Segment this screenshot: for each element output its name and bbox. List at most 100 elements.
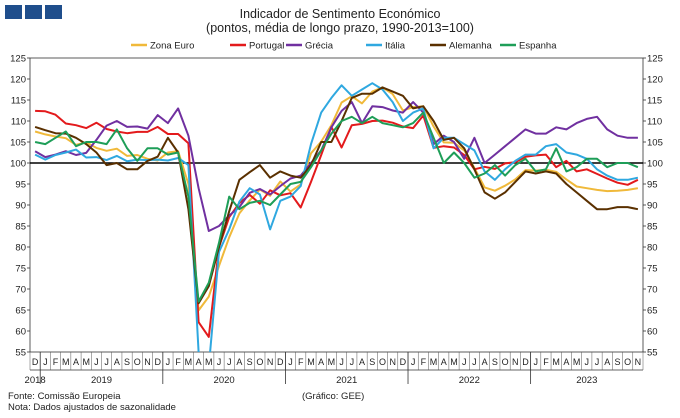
- y-tick-right-55: 55: [647, 348, 658, 359]
- logo-square-3: [45, 5, 62, 19]
- x-month-label: J: [339, 357, 344, 367]
- y-tick-right-95: 95: [647, 180, 658, 191]
- legend-label-2: Grécia: [305, 41, 334, 52]
- y-tick-left-80: 80: [15, 243, 26, 254]
- y-tick-right-105: 105: [647, 138, 663, 149]
- x-month-label: J: [411, 357, 416, 367]
- x-month-label: A: [563, 357, 569, 367]
- source-note: Fonte: Comissão Europeia: [8, 391, 121, 402]
- x-month-label: O: [134, 357, 141, 367]
- x-month-label: M: [307, 357, 315, 367]
- x-month-label: D: [32, 357, 39, 367]
- y-tick-right-75: 75: [647, 264, 658, 275]
- x-month-label: S: [492, 357, 498, 367]
- x-month-label: M: [552, 357, 560, 367]
- x-month-label: A: [73, 357, 79, 367]
- x-month-label: M: [450, 357, 458, 367]
- x-month-label: N: [267, 357, 274, 367]
- y-tick-left-75: 75: [15, 264, 26, 275]
- y-tick-left-110: 110: [11, 117, 26, 128]
- x-month-label: O: [502, 357, 509, 367]
- x-month-label: A: [318, 357, 324, 367]
- y-tick-left-120: 120: [10, 75, 26, 86]
- series-line-grecia: [34, 101, 638, 232]
- y-tick-left-90: 90: [15, 201, 26, 212]
- x-year-label-2021: 2021: [336, 375, 357, 386]
- x-month-label: D: [522, 357, 529, 367]
- x-year-label-2019: 2019: [91, 375, 112, 386]
- x-month-label: M: [62, 357, 70, 367]
- y-tick-left-100: 100: [10, 159, 26, 170]
- x-month-label: A: [236, 357, 242, 367]
- x-year-label-2018: 2018: [25, 375, 46, 386]
- adjustment-note: Nota: Dados ajustados de sazonalidade: [8, 402, 176, 413]
- legend-label-4: Alemanha: [449, 41, 492, 52]
- y-tick-right-80: 80: [647, 243, 658, 254]
- x-month-label: F: [175, 357, 181, 367]
- x-month-label: J: [462, 357, 467, 367]
- x-month-label: O: [379, 357, 386, 367]
- x-month-label: J: [288, 357, 293, 367]
- series-line-portugal: [35, 109, 639, 338]
- y-tick-right-65: 65: [647, 306, 658, 317]
- x-month-label: J: [472, 357, 477, 367]
- x-month-label: N: [389, 357, 396, 367]
- y-tick-right-60: 60: [647, 327, 658, 338]
- y-tick-right-90: 90: [647, 201, 658, 212]
- y-tick-left-125: 125: [10, 54, 26, 65]
- x-month-label: F: [298, 357, 304, 367]
- x-month-label: S: [614, 357, 620, 367]
- x-year-label-2020: 2020: [214, 375, 235, 386]
- x-month-label: N: [512, 357, 519, 367]
- x-month-label: S: [124, 357, 130, 367]
- x-month-label: J: [104, 357, 109, 367]
- x-month-label: S: [369, 357, 375, 367]
- x-month-label: M: [82, 357, 90, 367]
- x-month-label: J: [227, 357, 232, 367]
- y-tick-left-105: 105: [10, 138, 26, 149]
- legend-label-1: Portugal: [249, 41, 284, 52]
- y-tick-right-100: 100: [647, 159, 663, 170]
- x-month-label: M: [573, 357, 581, 367]
- x-month-label: D: [277, 357, 284, 367]
- x-month-label: J: [94, 357, 99, 367]
- x-month-label: F: [421, 357, 427, 367]
- x-month-label: A: [604, 357, 610, 367]
- x-month-label: M: [430, 357, 438, 367]
- x-year-label-2023: 2023: [576, 375, 597, 386]
- x-month-label: A: [196, 357, 202, 367]
- x-month-label: J: [533, 357, 538, 367]
- y-tick-left-115: 115: [11, 96, 26, 107]
- x-month-label: J: [595, 357, 600, 367]
- legend-label-3: Itália: [385, 41, 406, 52]
- y-tick-left-85: 85: [15, 222, 26, 233]
- y-tick-left-60: 60: [15, 327, 26, 338]
- x-month-label: M: [185, 357, 193, 367]
- x-month-label: A: [359, 357, 365, 367]
- x-month-label: S: [247, 357, 253, 367]
- x-month-label: J: [166, 357, 171, 367]
- x-month-label: J: [43, 357, 48, 367]
- y-tick-right-85: 85: [647, 222, 658, 233]
- series-line-alemanha: [34, 86, 639, 305]
- y-tick-right-125: 125: [647, 54, 663, 65]
- y-tick-left-95: 95: [15, 180, 26, 191]
- x-month-label: O: [624, 357, 631, 367]
- x-month-label: A: [114, 357, 120, 367]
- y-tick-right-120: 120: [647, 75, 663, 86]
- y-tick-left-55: 55: [15, 348, 26, 359]
- legend-label-5: Espanha: [519, 41, 557, 52]
- x-month-label: F: [543, 357, 549, 367]
- chart-title: Indicador de Sentimento Económico: [239, 7, 441, 21]
- x-month-label: A: [441, 357, 447, 367]
- series-line-espanha: [34, 111, 639, 303]
- x-month-label: D: [400, 357, 407, 367]
- y-tick-left-70: 70: [15, 285, 26, 296]
- plot-frame: [29, 57, 644, 353]
- logo-square-1: [5, 5, 22, 19]
- x-month-label: M: [328, 357, 336, 367]
- y-tick-left-65: 65: [15, 306, 26, 317]
- y-tick-right-110: 110: [647, 117, 662, 128]
- x-month-label: O: [256, 357, 263, 367]
